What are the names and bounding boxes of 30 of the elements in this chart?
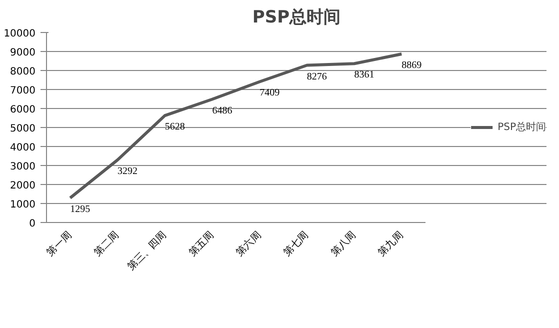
y-tick-label: 6000 [10,104,36,116]
data-label: 8361 [354,70,374,81]
x-tick-label: 第三、四周 [124,228,169,273]
y-tick-label: 0 [29,218,36,230]
data-label: 1295 [70,204,90,215]
y-tick-label: 4000 [10,142,36,154]
x-tick-label: 第九周 [376,228,406,259]
data-label: 8276 [306,71,327,82]
x-tick-label: 第八周 [328,228,358,259]
y-tick-label: 9000 [10,48,36,58]
data-label: 3292 [118,166,138,177]
y-tick-label: 8000 [10,66,36,78]
x-tick-label: 第一周 [44,228,74,259]
y-tick-label: 7000 [10,86,36,96]
line-series [68,52,404,200]
y-tick-label: 1000 [10,200,36,210]
x-tick-label: 第七周 [281,228,311,259]
y-tick-label: 2000 [10,180,36,192]
x-tick-label: 第二周 [92,228,122,259]
y-tick-label: 5000 [10,124,36,134]
x-tick-label: 第六周 [234,228,264,259]
data-label: 6486 [212,105,232,116]
data-label: 8869 [402,60,422,71]
y-tick-label: 10000 [4,28,36,40]
data-label: 7409 [260,88,280,99]
data-label: 5628 [164,122,185,133]
y-tick-label: 3000 [10,162,36,172]
x-tick-label: 第五周 [186,228,216,259]
chart-title: PSP总时间 [252,8,341,28]
legend-label: PSP总时间 [498,120,546,134]
